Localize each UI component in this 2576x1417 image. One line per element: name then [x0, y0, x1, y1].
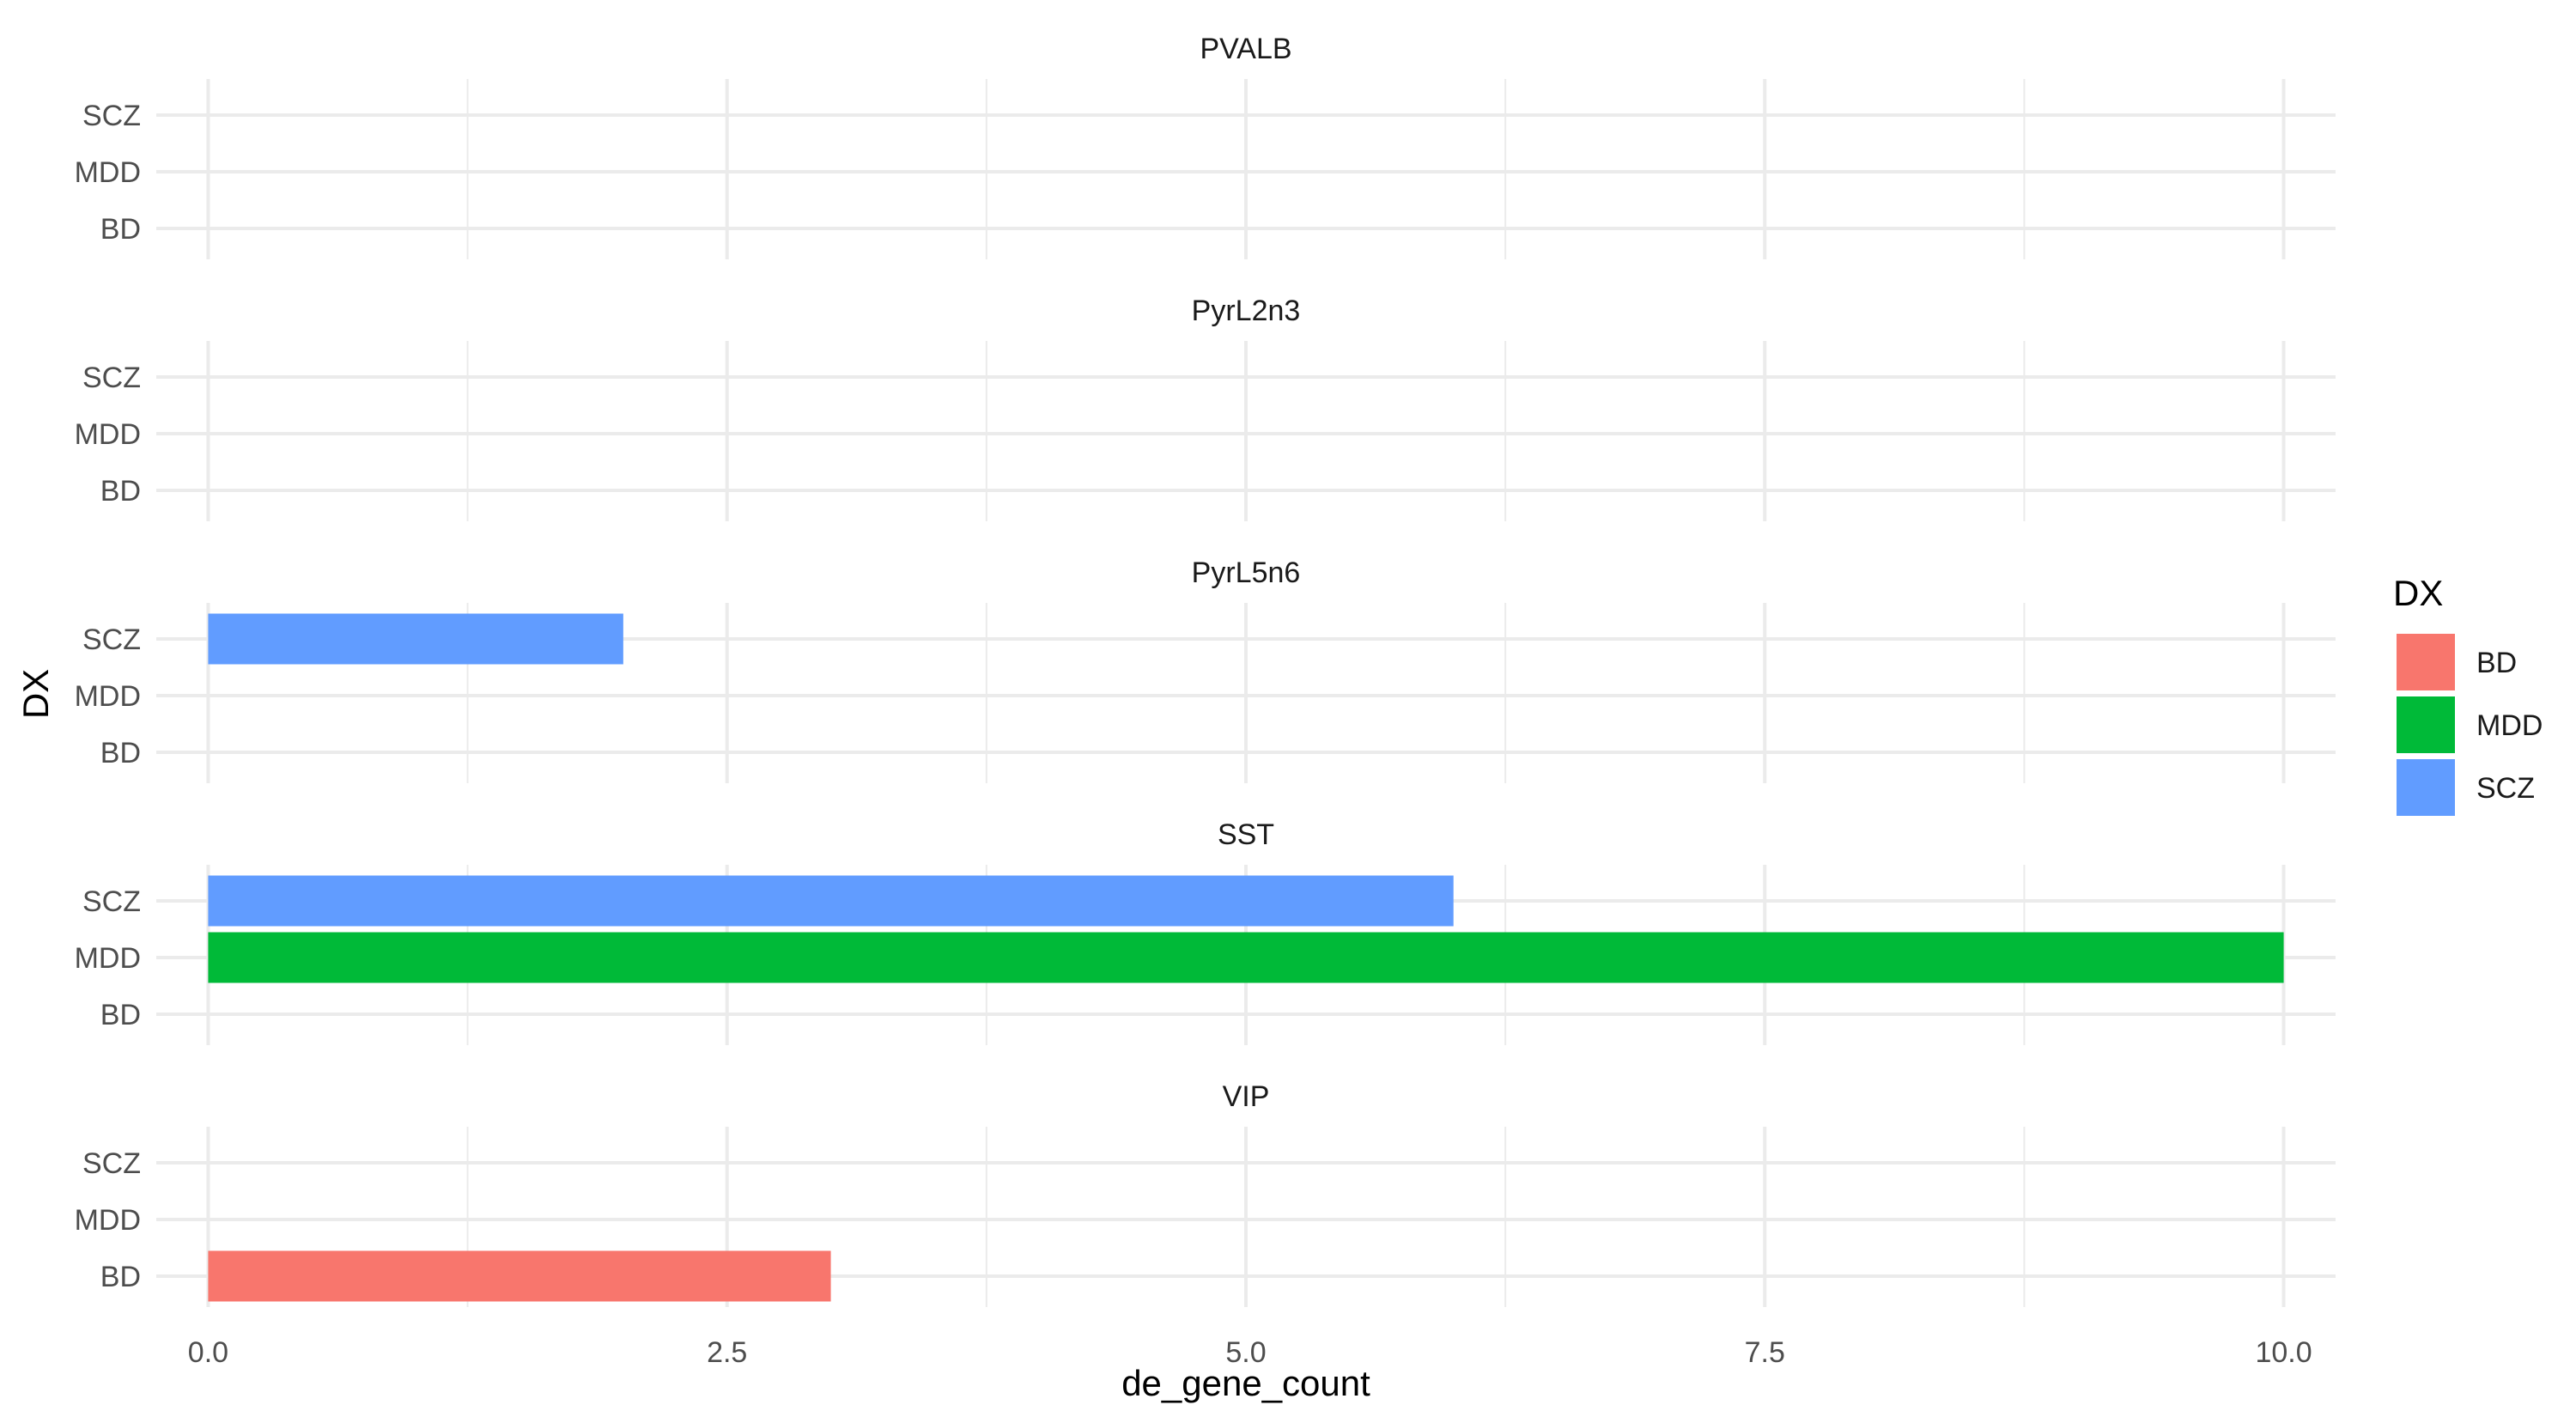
y-tick-label: BD: [100, 213, 141, 246]
y-tick-label: MDD: [75, 1204, 141, 1237]
facet-title: PVALB: [1200, 33, 1291, 65]
facet-panel: PyrL2n3 SCZ MDD BD: [75, 295, 2336, 521]
y-tick-label: MDD: [75, 942, 141, 975]
facet-title: PyrL5n6: [1192, 556, 1301, 589]
y-tick-label: MDD: [75, 156, 141, 189]
y-tick-label: MDD: [75, 680, 141, 713]
x-tick-label: 5.0: [1225, 1336, 1266, 1369]
y-tick-label: SCZ: [82, 885, 141, 918]
legend-key-bd: [2397, 634, 2455, 690]
x-tick-label: 10.0: [2255, 1336, 2312, 1369]
legend-title: DX: [2393, 573, 2443, 613]
x-tick-label: 2.5: [707, 1336, 747, 1369]
legend-label: SCZ: [2476, 772, 2535, 805]
y-tick-label: MDD: [75, 418, 141, 451]
bar-sst-mdd: [208, 932, 2284, 983]
bar-vip-bd: [208, 1250, 831, 1302]
facet-panels: PVALB SCZ MDD BD PyrL2n3 SCZ MDD BD PyrL5n6 SCZ MD…: [75, 33, 2336, 1307]
facet-title: VIP: [1223, 1080, 1270, 1113]
bar-pyrl5n6-scz: [208, 613, 623, 665]
facet-title: PyrL2n3: [1192, 295, 1301, 327]
legend: DX BD MDD SCZ: [2393, 573, 2543, 816]
y-tick-label: BD: [100, 737, 141, 769]
legend-key-scz: [2397, 759, 2455, 816]
y-tick-label: SCZ: [82, 100, 141, 132]
y-tick-label: BD: [100, 1261, 141, 1293]
y-tick-label: BD: [100, 475, 141, 508]
facet-panel: VIP SCZ MDD BD: [75, 1080, 2336, 1307]
legend-label: BD: [2476, 647, 2517, 679]
facet-panel: PyrL5n6 SCZ MDD BD: [75, 556, 2336, 783]
legend-label: MDD: [2476, 709, 2543, 742]
bar-sst-scz: [208, 875, 1454, 927]
legend-key-mdd: [2397, 696, 2455, 753]
x-tick-label: 0.0: [188, 1336, 228, 1369]
x-axis: 0.0 2.5 5.0 7.5 10.0: [188, 1336, 2312, 1369]
y-tick-label: SCZ: [82, 1147, 141, 1180]
y-axis-title: DX: [15, 669, 56, 719]
x-axis-title: de_gene_count: [1121, 1363, 1370, 1403]
facet-panel: SST SCZ MDD BD: [75, 818, 2336, 1045]
facet-panel: PVALB SCZ MDD BD: [75, 33, 2336, 259]
y-tick-label: SCZ: [82, 623, 141, 656]
x-tick-label: 7.5: [1745, 1336, 1785, 1369]
y-tick-label: SCZ: [82, 362, 141, 394]
facet-title: SST: [1218, 818, 1274, 851]
y-tick-label: BD: [100, 999, 141, 1031]
